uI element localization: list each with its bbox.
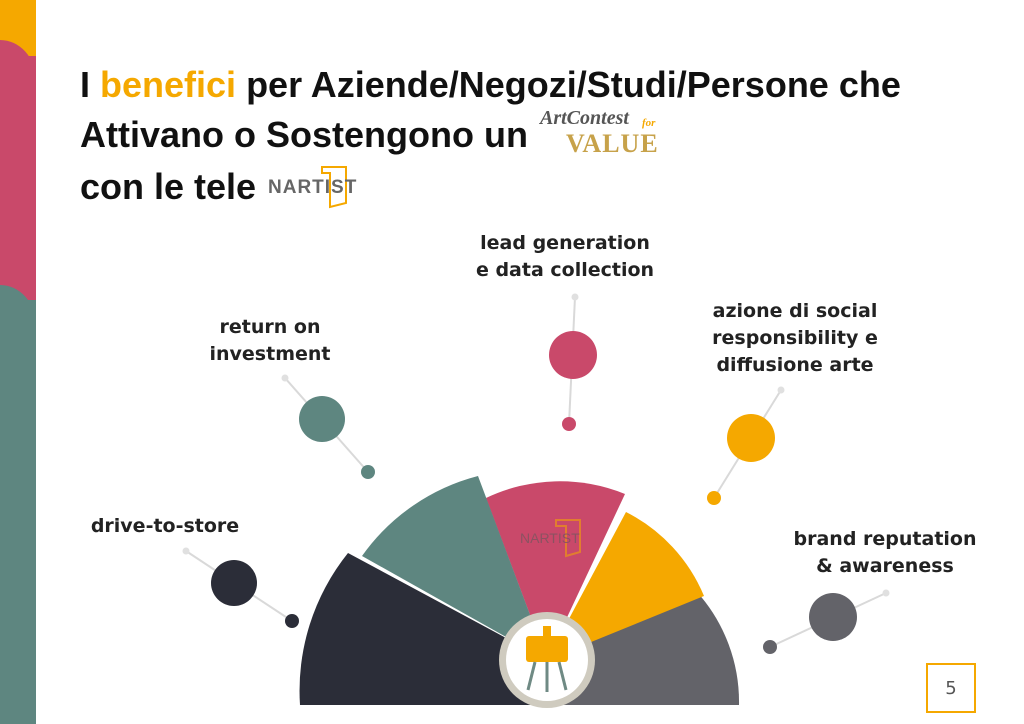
page-title: I benefici per Aziende/Negozi/Studi/Pers… <box>80 60 980 213</box>
title-line-1: I benefici per Aziende/Negozi/Studi/Pers… <box>80 64 901 105</box>
nartist-logo: NARTIST <box>266 163 376 209</box>
fan-segment-gray <box>547 592 740 705</box>
dot-social-small <box>777 386 785 394</box>
side-stripe-red <box>0 56 36 306</box>
title-highlight: benefici <box>100 64 237 105</box>
easel-medallion <box>499 612 595 708</box>
dot-lead-small <box>571 293 579 301</box>
title-line-3: con le tele NARTIST <box>80 163 376 209</box>
bubble-social-responsibility <box>727 414 775 462</box>
artcontest-logo-for: for <box>642 117 656 129</box>
center-nartist-logo: NARTIST <box>520 519 581 558</box>
page-number: 5 <box>926 663 976 713</box>
side-stripe-teal <box>0 300 36 724</box>
nartist-logo-text: NARTIST <box>268 177 357 198</box>
bubble-roi <box>299 396 345 442</box>
artcontest-for-value-logo: ArtContest for VALUE <box>538 106 683 158</box>
artcontest-logo-value: VALUE <box>566 129 659 156</box>
label-drive-to-store: drive-to-store <box>90 515 240 537</box>
fan-segment-red <box>486 481 625 660</box>
center-logo-text: NARTIST <box>520 530 580 546</box>
dot-social-end <box>707 491 721 505</box>
page-number-text: 5 <box>945 677 957 699</box>
label-lead-generation: lead generation e data collection <box>475 232 655 281</box>
dot-roi-end <box>361 465 375 479</box>
label-brand-reputation: brand reputation & awareness <box>793 528 977 577</box>
fan-segment-orange <box>547 512 704 660</box>
dot-brand-end <box>763 640 777 654</box>
dot-drive-to-store-end <box>285 614 299 628</box>
dot-drive-to-store-small <box>182 547 190 555</box>
fan-segment-teal <box>362 476 547 660</box>
artcontest-logo-text: ArtContest <box>538 107 630 129</box>
dot-roi-small <box>281 374 289 382</box>
dot-lead-end <box>562 417 576 431</box>
label-return-on-investment: return on investment <box>209 316 331 365</box>
dot-brand-small <box>882 589 890 597</box>
fan-segment-dark <box>299 553 547 705</box>
bubble-brand-reputation <box>809 593 857 641</box>
label-social-responsibility: azione di social responsibility e diffus… <box>712 300 878 376</box>
bubble-lead-generation <box>549 331 597 379</box>
title-line-2: Attivano o Sostengono un ArtContest for … <box>80 107 683 158</box>
bubble-drive-to-store <box>211 560 257 606</box>
